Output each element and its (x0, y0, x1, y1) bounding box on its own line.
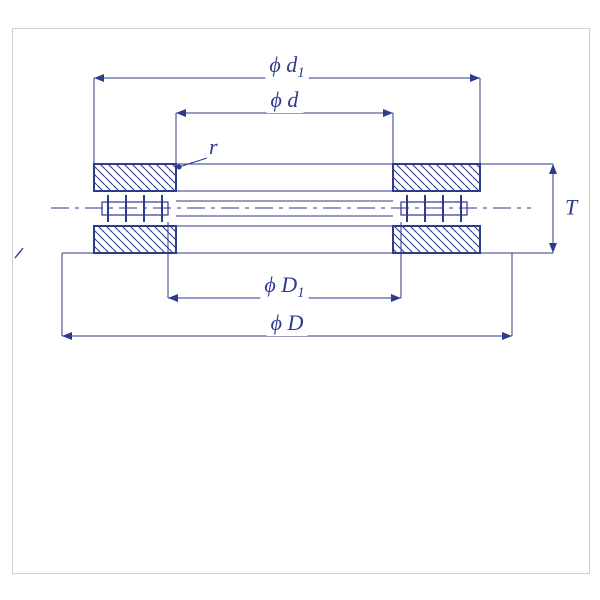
svg-text:ϕ D: ϕ D (271, 310, 304, 335)
edge-tick (15, 248, 23, 258)
drawing-frame: ϕ d1ϕ dϕ D1ϕ DTr (12, 28, 590, 574)
bottom-washer (94, 226, 480, 253)
svg-text:T: T (565, 195, 579, 220)
svg-text:ϕ d: ϕ d (271, 87, 300, 112)
bearing-diagram: ϕ d1ϕ dϕ D1ϕ DTr (13, 29, 589, 573)
svg-text:r: r (209, 134, 218, 159)
top-washer (94, 164, 480, 191)
dim-D1: ϕ D1 (168, 222, 401, 302)
